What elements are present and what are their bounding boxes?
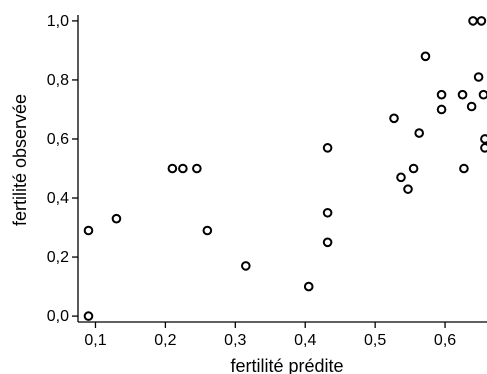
scatter-point [178, 163, 188, 174]
x-tick-label: 0,6 [434, 332, 456, 349]
scatter-point [83, 225, 94, 236]
scatter-point [480, 143, 487, 153]
scatter-point [396, 172, 406, 183]
scatter-point [420, 51, 431, 62]
scatter-point [240, 261, 251, 271]
x-tick-label: 0,4 [294, 332, 316, 349]
axes: 0,0 0,2 0,4 0,6 0,8 1,0 0,1 0,2 0,3 0,4 0,5 0,6 [47, 13, 487, 349]
scatter-point [111, 213, 122, 224]
plot-area [83, 16, 487, 321]
scatter-point [83, 311, 94, 321]
scatter-point [389, 113, 399, 124]
x-tick-label: 0,2 [154, 332, 176, 349]
y-axis-title: fertilité observée [10, 94, 30, 226]
x-axis-title: fertilité prédite [230, 356, 343, 374]
y-tick-label: 0,8 [47, 72, 69, 89]
x-tick-label: 0,1 [84, 332, 106, 349]
scatter-point [202, 225, 213, 236]
scatter-point [322, 237, 333, 248]
scatter-point [459, 163, 469, 174]
x-tick-label: 0,3 [224, 332, 246, 349]
y-tick-label: 1,0 [47, 13, 69, 30]
y-tick-label: 0,0 [47, 308, 69, 325]
scatter-point [403, 184, 413, 194]
scatter-point [436, 89, 447, 100]
scatter-point [473, 72, 484, 82]
scatter-point [436, 104, 447, 115]
scatter-point [322, 207, 333, 218]
scatter-point [478, 89, 487, 100]
scatter-point [408, 163, 419, 174]
y-tick-label: 0,6 [47, 131, 69, 148]
scatter-point [468, 16, 478, 26]
scatter-point [192, 163, 202, 174]
scatter-point [476, 16, 487, 26]
scatter-point [167, 163, 178, 174]
scatter-point [457, 89, 468, 100]
scatter-point [303, 281, 314, 292]
scatter-point [322, 143, 333, 153]
scatter-point [414, 128, 424, 138]
scatter-point [466, 101, 477, 112]
x-tick-label: 0,5 [364, 332, 386, 349]
scatter-point [480, 134, 487, 144]
y-tick-label: 0,2 [47, 249, 69, 266]
y-tick-label: 0,4 [47, 190, 69, 207]
